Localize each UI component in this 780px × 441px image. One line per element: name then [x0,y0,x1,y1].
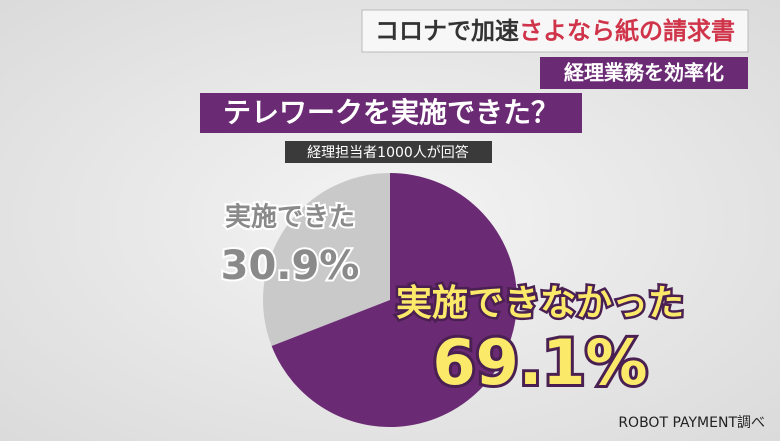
chart-title: テレワークを実施できた？ [223,96,559,129]
pie-slice [263,173,390,347]
title-box [200,93,582,133]
slice-label: 実施できなかった [396,283,684,324]
headline: コロナで加速さよなら紙の請求書 [375,17,735,45]
headline-part: さよなら紙の請求書 [519,17,735,45]
subtitle: 経理担当者1000人が回答 [307,144,469,161]
subtitle-box [285,141,492,163]
pie [263,173,518,427]
tag: 経理業務を効率化 [564,61,724,85]
value-label: 30.9% [221,243,360,289]
slice-label: 実施できた [225,202,355,233]
pie-slice [271,173,518,427]
source: ROBOT PAYMENT調べ [618,415,765,431]
tag-box [540,57,748,89]
headline-part: コロナで加速 [375,17,519,45]
headline-box [361,9,749,53]
value-label: 69.1% [432,326,647,399]
